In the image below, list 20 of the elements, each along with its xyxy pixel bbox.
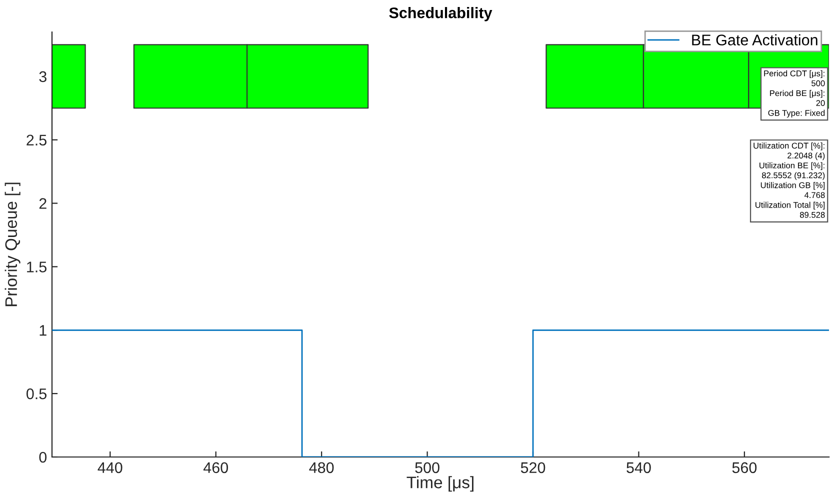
x-tick-label: 440 — [98, 462, 122, 474]
legend-label: BE Gate Activation — [692, 34, 818, 46]
x-tick-label: 460 — [203, 462, 228, 474]
y-tick-label: 2.5 — [26, 134, 46, 146]
y-axis-title: Priority Queue [-] — [4, 182, 20, 306]
annotation: Period CDT [μs]: 500 Period BE [μs]: 20 GB Type: Fixed — [764, 70, 825, 118]
y-tick-label: 1 — [40, 325, 46, 336]
y-tick-label: 1.5 — [27, 262, 46, 272]
chart-title: Schedulability — [389, 7, 492, 22]
x-axis-title: Time [μs] — [406, 476, 474, 492]
y-tick-label: 0.5 — [26, 388, 46, 400]
x-tick-label: 560 — [732, 462, 757, 474]
x-tick-label: 520 — [520, 462, 546, 474]
y-tick-label: 2 — [39, 198, 46, 209]
x-tick-label: 480 — [309, 462, 334, 474]
x-tick-label: 540 — [626, 462, 651, 474]
y-tick-label: 0 — [39, 452, 47, 463]
x-tick-label: 500 — [415, 462, 440, 474]
y-tick-label: 3 — [39, 71, 46, 82]
annotation: Utilization CDT [%]: 2.2048 (4) Utilization BE [%]: 82.5552 (91.232) Utilization GB [%] 4.768 Utilization Total [%] 89.528 — [754, 142, 825, 218]
